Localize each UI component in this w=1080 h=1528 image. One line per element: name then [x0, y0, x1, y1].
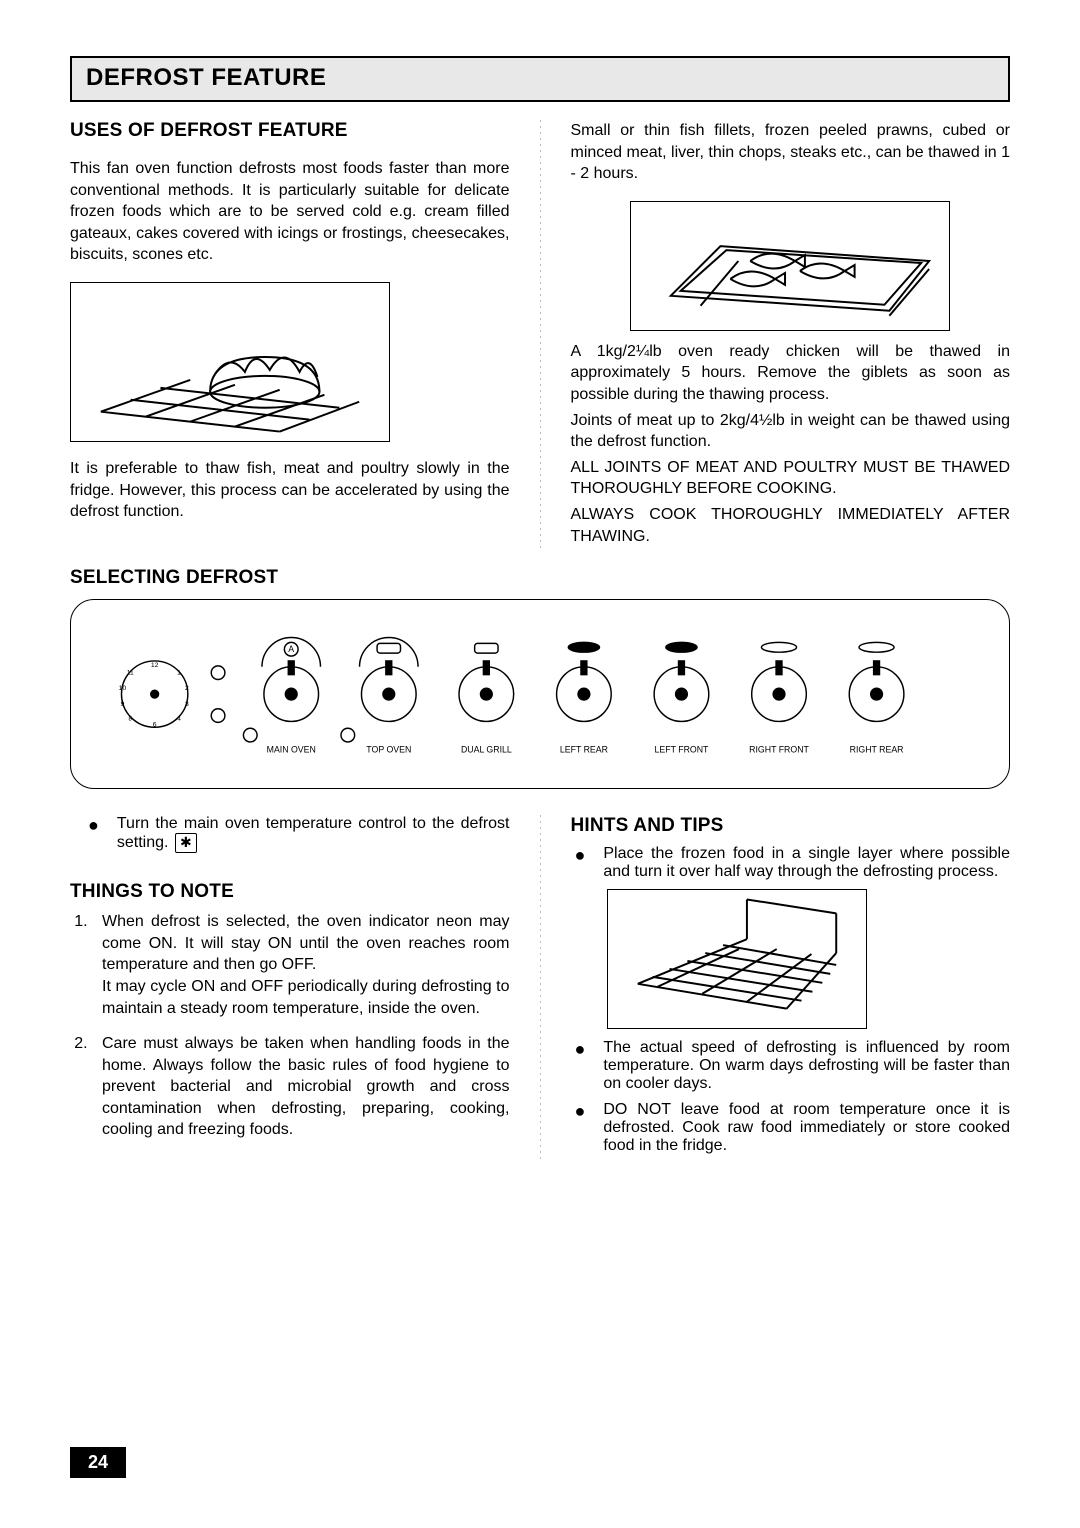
lower-right-col: HINTS AND TIPS ● Place the frozen food i…: [571, 815, 1011, 1163]
defrost-icon: [175, 833, 197, 853]
knob-label-lf: LEFT FRONT: [655, 745, 710, 755]
lower-left-col: ● Turn the main oven temperature control…: [70, 815, 510, 1163]
turn-control-text: Turn the main oven temperature control t…: [117, 815, 510, 853]
control-panel-svg: 1212 346 8910 11 A MAIN OVEN: [101, 624, 979, 774]
upper-left-col: USES OF DEFROST FEATURE This fan oven fu…: [70, 120, 510, 551]
right-p3: Joints of meat up to 2kg/4½lb in weight …: [571, 410, 1011, 453]
svg-text:11: 11: [127, 670, 134, 677]
bullet-icon: ●: [575, 845, 586, 881]
svg-text:9: 9: [121, 701, 125, 708]
bullet-icon: ●: [575, 1101, 586, 1155]
hints-heading: HINTS AND TIPS: [571, 815, 1011, 837]
knob-label-rf: RIGHT FRONT: [749, 745, 809, 755]
page-number: 24: [70, 1447, 126, 1478]
svg-text:12: 12: [151, 662, 159, 669]
control-panel-illustration: 1212 346 8910 11 A MAIN OVEN: [70, 599, 1010, 789]
lower-divider: [540, 815, 541, 1163]
hint-3-text: DO NOT leave food at room temperature on…: [603, 1101, 1010, 1155]
fish-tray-svg: [631, 201, 949, 331]
oven-shelf-svg: [608, 889, 866, 1029]
hint-2-text: The actual speed of defrosting is influe…: [603, 1039, 1010, 1093]
cake-on-shelf-illustration: [70, 282, 390, 442]
fish-tray-illustration: [630, 201, 950, 331]
cake-on-shelf-svg: [71, 282, 389, 442]
right-p1: Small or thin fish fillets, frozen peele…: [571, 120, 1011, 185]
svg-text:10: 10: [119, 685, 127, 692]
uses-p2: It is preferable to thaw fish, meat and …: [70, 458, 510, 523]
upper-divider: [540, 120, 541, 551]
right-p4: ALL JOINTS OF MEAT AND POULTRY MUST BE T…: [571, 457, 1011, 500]
bullet-icon: ●: [575, 1039, 586, 1093]
things-text-2: Care must always be taken when handling …: [102, 1035, 510, 1138]
uses-heading: USES OF DEFROST FEATURE: [70, 120, 510, 142]
knob-label-top: TOP OVEN: [366, 745, 411, 755]
hint-1-text: Place the frozen food in a single layer …: [603, 845, 1010, 881]
selecting-heading: SELECTING DEFROST: [70, 567, 1010, 589]
svg-text:8: 8: [128, 716, 132, 723]
bullet-icon: ●: [88, 815, 99, 853]
things-item-2: Care must always be taken when handling …: [92, 1033, 510, 1141]
svg-text:4: 4: [177, 716, 181, 723]
svg-text:2: 2: [185, 685, 189, 692]
things-text-1: When defrost is selected, the oven indic…: [102, 913, 510, 1016]
knob-label-main: MAIN OVEN: [267, 745, 316, 755]
knob-label-rr: RIGHT REAR: [850, 745, 904, 755]
section-title: DEFROST FEATURE: [86, 64, 994, 92]
uses-p1: This fan oven function defrosts most foo…: [70, 158, 510, 266]
oven-shelf-illustration: [607, 889, 867, 1029]
svg-text:3: 3: [185, 701, 189, 708]
things-item-1: When defrost is selected, the oven indic…: [92, 911, 510, 1019]
things-heading: THINGS TO NOTE: [70, 881, 510, 903]
right-p5: ALWAYS COOK THOROUGHLY IMMEDIATELY AFTER…: [571, 504, 1011, 547]
svg-text:1: 1: [177, 670, 181, 677]
svg-text:A: A: [288, 644, 294, 654]
lower-columns: ● Turn the main oven temperature control…: [70, 815, 1010, 1163]
upper-columns: USES OF DEFROST FEATURE This fan oven fu…: [70, 120, 1010, 551]
things-list: When defrost is selected, the oven indic…: [70, 911, 510, 1141]
svg-text:6: 6: [153, 721, 157, 728]
section-title-bar: DEFROST FEATURE: [70, 56, 1010, 102]
hint-2: ● The actual speed of defrosting is infl…: [575, 1039, 1011, 1093]
turn-control-bullet: ● Turn the main oven temperature control…: [88, 815, 510, 853]
hint-1: ● Place the frozen food in a single laye…: [575, 845, 1011, 881]
upper-right-col: Small or thin fish fillets, frozen peele…: [571, 120, 1011, 551]
knob-label-grill: DUAL GRILL: [461, 745, 512, 755]
knob-label-lr: LEFT REAR: [560, 745, 608, 755]
right-p2: A 1kg/2¼lb oven ready chicken will be th…: [571, 341, 1011, 406]
hint-3: ● DO NOT leave food at room temperature …: [575, 1101, 1011, 1155]
